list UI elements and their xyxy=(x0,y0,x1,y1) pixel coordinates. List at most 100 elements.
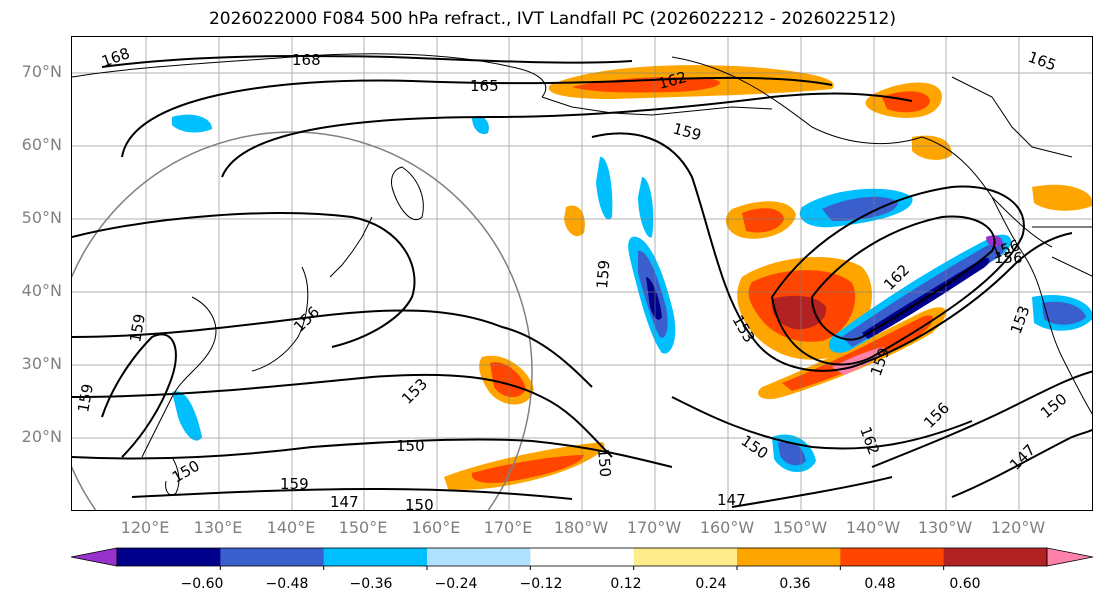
lon-label-170e: 170°E xyxy=(483,518,533,537)
contour-east-147 xyxy=(731,476,893,508)
contour-label: 150 xyxy=(405,496,434,511)
shade-blob-streak3-lightblue xyxy=(638,177,654,238)
range-circle xyxy=(72,131,533,510)
contour-159-arc xyxy=(72,212,416,348)
colorbar-border xyxy=(116,547,1048,567)
contour-label: 150 xyxy=(396,437,425,455)
colorbar-segment xyxy=(633,548,738,566)
contour-label: 159 xyxy=(593,259,613,289)
colorbar-segment xyxy=(323,548,428,566)
coast-alaska xyxy=(671,56,1053,248)
contour-label: 156 xyxy=(920,399,953,432)
lon-label-170w: 170°W xyxy=(626,518,682,537)
contour-label: 168 xyxy=(292,51,321,69)
colorbar-segment xyxy=(117,548,221,566)
coast-kurils xyxy=(329,216,373,278)
contour-label: 147 xyxy=(717,491,746,509)
lat-label-30: 30°N xyxy=(21,354,62,373)
lon-label-140w: 140°W xyxy=(845,518,901,537)
contour-east-150 xyxy=(951,429,1092,498)
contour-165 xyxy=(121,76,833,158)
lat-label-50: 50°N xyxy=(21,208,62,227)
coast-california xyxy=(1041,296,1092,415)
contour-label: 165 xyxy=(1026,48,1059,75)
lon-label-120e: 120°E xyxy=(120,518,170,537)
colorbar-segment xyxy=(943,548,1048,566)
colorbar-segment xyxy=(220,548,325,566)
contour-label: 150 xyxy=(594,448,614,478)
shade-blob-gulf-orange xyxy=(912,135,952,160)
coast-japan xyxy=(251,266,309,372)
lat-label-40: 40°N xyxy=(21,281,62,300)
contour-ridge-inner xyxy=(810,215,996,341)
shade-blob-band-red xyxy=(782,315,934,391)
contour-east-mid xyxy=(671,396,973,450)
shade-blob-ec-blue xyxy=(1042,301,1086,325)
lat-label-20: 20°N xyxy=(21,427,62,446)
coast-asia-north xyxy=(72,53,547,98)
contour-label: 159 xyxy=(671,119,703,144)
colorbar-tick-label: −0.48 xyxy=(265,576,309,592)
lon-label-180w: 180°W xyxy=(553,518,609,537)
lon-label-160e: 160°E xyxy=(411,518,461,537)
colorbar-tick-label: 0.12 xyxy=(610,576,642,592)
contour-label: 162 xyxy=(856,424,883,457)
colorbar-segments xyxy=(70,547,1094,567)
coast-bc-wa xyxy=(991,196,1043,298)
shade-blob-aleut-lightblue xyxy=(472,115,489,135)
contour-label: 165 xyxy=(470,77,499,95)
coast-kamchatka xyxy=(391,166,424,220)
lon-label-130w: 130°W xyxy=(917,518,973,537)
contour-east-156 xyxy=(871,370,1092,468)
coast-aleutians xyxy=(541,96,773,116)
colorbar-tickmarks xyxy=(219,566,945,570)
lon-label-150w: 150°W xyxy=(772,518,828,537)
contour-label: 159 xyxy=(126,312,149,343)
graticule xyxy=(72,37,1092,510)
contour-label: 147 xyxy=(330,493,359,511)
contour-153 xyxy=(72,373,613,458)
contour-label: 159 xyxy=(280,475,309,493)
contour-168 xyxy=(101,55,633,68)
contour-147 xyxy=(131,487,573,500)
contour-label: 156 xyxy=(994,249,1023,267)
coast-taiwan-phil xyxy=(165,456,180,496)
lon-label-160w: 160°W xyxy=(699,518,755,537)
shade-blob-se-blue xyxy=(778,441,806,466)
contour-label: 168 xyxy=(99,44,132,71)
map-panel: 168 168 165 162 159 165 159 156 153 150 … xyxy=(71,36,1093,511)
contour-label: 153 xyxy=(1007,303,1034,336)
lon-label-130e: 130°E xyxy=(193,518,243,537)
contour-label: 159 xyxy=(74,382,97,413)
shade-blob-nw-lightblue xyxy=(172,114,212,133)
lat-label-60: 60°N xyxy=(21,135,62,154)
lon-label-150e: 150°E xyxy=(338,518,388,537)
colorbar-tick-label: 0.36 xyxy=(779,576,811,592)
shade-blob-sw-lightblue xyxy=(172,391,202,441)
shade-blob-dateline-navy xyxy=(646,277,662,320)
shade-blob-kam-orange xyxy=(564,205,585,237)
contour-150 xyxy=(72,438,673,468)
colorbar-segment xyxy=(840,548,945,566)
colorbar-tick-label: −0.60 xyxy=(180,576,224,592)
shade-blob-ec-orange xyxy=(1032,184,1092,211)
coastlines xyxy=(72,53,1092,496)
colorbar-extend-low xyxy=(70,547,118,567)
colorbar-extend-high xyxy=(1046,547,1094,567)
colorbar-segment xyxy=(530,548,635,566)
contour-156 xyxy=(72,309,593,388)
contour-162-north xyxy=(221,92,913,178)
shade-blob-mid-red xyxy=(742,208,784,233)
contour-label: 156 xyxy=(290,303,323,336)
lon-label-140e: 140°E xyxy=(266,518,316,537)
contour-label: 153 xyxy=(398,375,431,408)
lon-label-120w: 120°W xyxy=(990,518,1046,537)
colorbar-segment xyxy=(427,548,531,566)
colorbar-segment xyxy=(737,548,841,566)
shade-blob-upper-cold-blue xyxy=(822,196,898,221)
shade-blob-streak2-lightblue xyxy=(596,156,613,220)
map-title: 2026022000 F084 500 hPa refract., IVT La… xyxy=(208,9,896,29)
shade-blob-northeast-red xyxy=(882,91,930,113)
colorbar-tick-label: 0.60 xyxy=(949,576,981,592)
map-canvas: 168 168 165 162 159 165 159 156 153 150 … xyxy=(72,37,1092,511)
